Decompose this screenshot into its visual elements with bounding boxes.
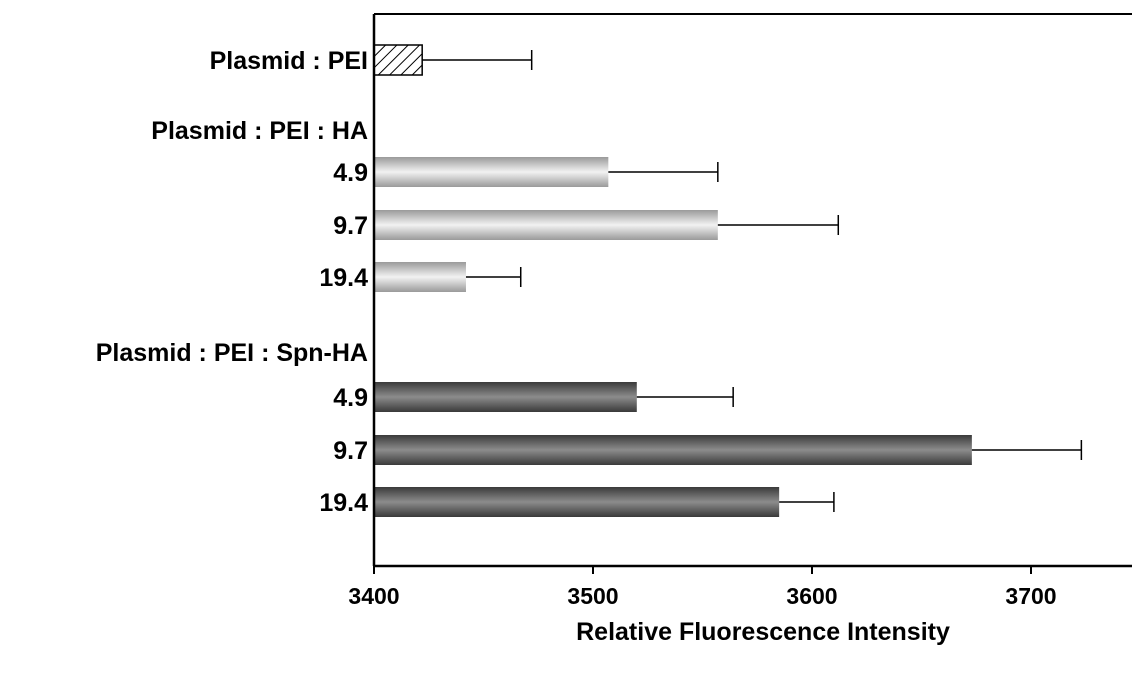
- bar-label: 19.4: [319, 489, 368, 517]
- group-label: Plasmid : PEI: [210, 47, 368, 75]
- group-label: Plasmid : PEI : Spn-HA: [96, 339, 368, 367]
- bars-layer: [373, 44, 1083, 517]
- x-tick-label: 3400: [348, 583, 399, 609]
- bar: [374, 487, 780, 517]
- bar-label: 9.7: [333, 212, 368, 240]
- bar: [374, 382, 637, 412]
- x-tick-label: 3600: [786, 583, 837, 609]
- x-tick-label: 3500: [567, 583, 618, 609]
- category-labels: Plasmid : PEI Plasmid : PEI : HA 4.9 9.7 19.…: [96, 47, 368, 517]
- axes: [372, 13, 1132, 568]
- bar: [374, 157, 609, 187]
- bar: [374, 435, 972, 465]
- bar-label: 19.4: [319, 264, 368, 292]
- x-tick-label: 3700: [1005, 583, 1056, 609]
- bar-label: 4.9: [333, 384, 368, 412]
- group-label: Plasmid : PEI : HA: [151, 117, 368, 145]
- bar-label: 4.9: [333, 159, 368, 187]
- x-ticks: 3400 3500 3600 3700: [348, 566, 1057, 609]
- bar: [374, 262, 466, 292]
- x-axis-title: Relative Fluorescence Intensity: [576, 618, 950, 646]
- bar: [373, 44, 423, 76]
- bar-label: 9.7: [333, 437, 368, 465]
- bar: [374, 210, 718, 240]
